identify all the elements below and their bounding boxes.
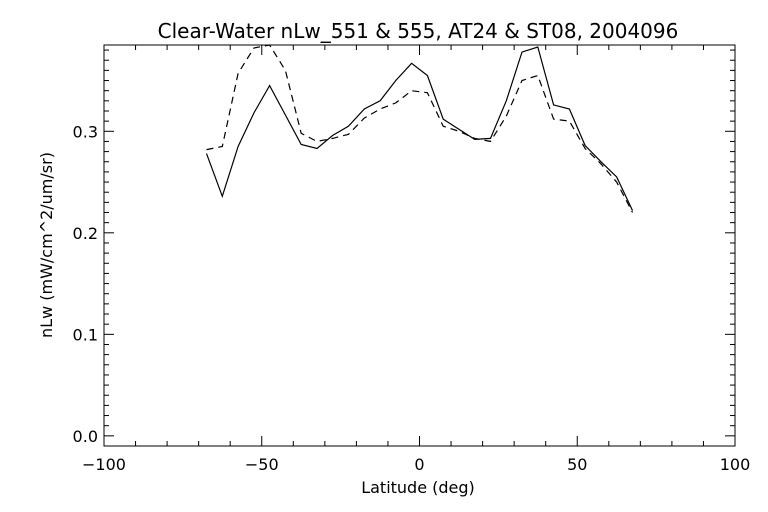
plot-frame	[103, 44, 736, 447]
y-tick-label: 0.0	[73, 427, 98, 446]
x-tick-label: 100	[720, 455, 751, 474]
y-tick-label: 0.2	[73, 224, 98, 243]
y-tick-label: 0.1	[73, 325, 98, 344]
x-tick-label: 50	[567, 455, 587, 474]
series-line-solid	[205, 46, 634, 211]
y-axis-label: nLw (mW/cm^2/um/sr)	[37, 152, 56, 338]
y-tick-label: 0.3	[73, 122, 98, 141]
series-layer	[205, 44, 634, 213]
x-tick-label: −50	[245, 455, 279, 474]
series-line-dashed	[206, 44, 634, 213]
y-axis: 0.0 0.1 0.2 0.3	[73, 49, 735, 446]
chart-title: Clear-Water nLw_551 & 555, AT24 & ST08, …	[158, 19, 679, 43]
x-tick-label: 0	[414, 455, 424, 474]
x-axis-label: Latitude (deg)	[361, 478, 475, 497]
x-axis: −100 −50 0 50 100	[82, 45, 750, 474]
x-tick-label: −100	[82, 455, 126, 474]
